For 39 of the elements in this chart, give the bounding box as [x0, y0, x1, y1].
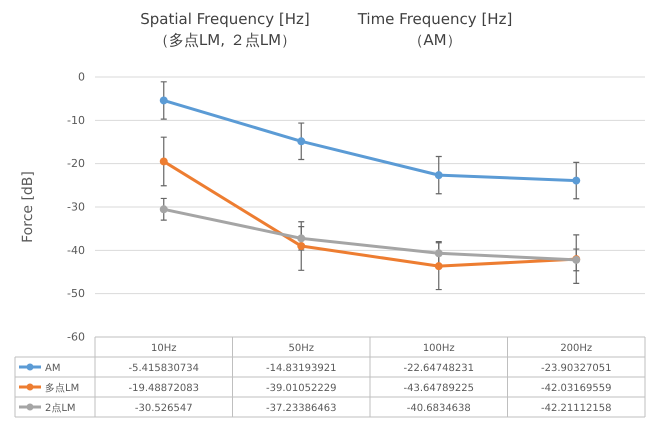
- data-label: -19.48872083: [128, 383, 199, 394]
- legend-label: 2点LM: [45, 402, 76, 414]
- data-label: -42.21112158: [541, 403, 612, 414]
- text: Time Frequency [Hz] （AM）: [356, 10, 512, 49]
- point: [297, 242, 306, 250]
- y-axis-title: Force [dB]: [20, 171, 36, 243]
- point: [434, 171, 443, 180]
- point: [297, 137, 306, 146]
- x-tick-label: 100Hz: [422, 343, 455, 354]
- y-tick-label: -10: [67, 114, 85, 127]
- data-label: -42.03169559: [541, 383, 612, 394]
- y-tick-label: -40: [67, 244, 85, 257]
- point: [160, 157, 168, 166]
- y-tick-label: -50: [67, 287, 85, 300]
- point: [160, 96, 168, 104]
- data-label: -39.01052229: [266, 383, 336, 394]
- y-tick-label: -20: [67, 157, 85, 170]
- legend-label: 多点LM: [45, 382, 80, 394]
- point: [434, 262, 443, 270]
- data-label: -30.526547: [134, 403, 193, 414]
- point: [434, 249, 443, 258]
- data-label: -22.64748231: [404, 363, 474, 374]
- y-tick-label: 0: [78, 70, 85, 84]
- data-label: -43.64789225: [404, 383, 474, 394]
- x-tick-label: 10Hz: [151, 343, 176, 354]
- y-tick-label: -30: [67, 200, 85, 214]
- x-tick-label: 200Hz: [560, 343, 592, 354]
- point: [160, 205, 168, 214]
- data-label: -23.90327051: [541, 363, 612, 374]
- point: [297, 234, 306, 242]
- point: [572, 176, 580, 185]
- data-label: -37.23386463: [266, 403, 336, 414]
- legend-label: AM: [45, 363, 60, 374]
- data-label: -14.83193921: [266, 363, 336, 374]
- x-tick-label: 50Hz: [288, 343, 314, 354]
- text: Spatial Frequency [Hz] （多点LM, ２点LM）: [140, 10, 310, 49]
- y-tick-label: -60: [67, 330, 85, 344]
- data-label: -5.415830734: [128, 363, 199, 374]
- data-label: -40.6834638: [406, 403, 471, 414]
